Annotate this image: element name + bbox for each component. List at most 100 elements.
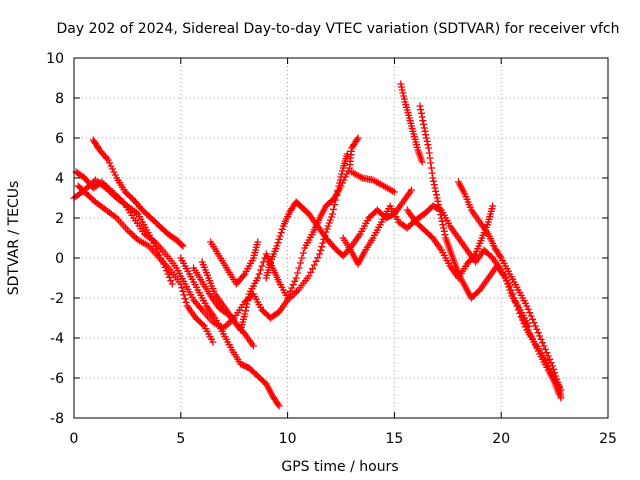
data-point-marker	[242, 303, 250, 311]
data-point-marker	[424, 141, 432, 149]
data-point-marker	[419, 117, 427, 125]
data-point-marker	[309, 265, 317, 273]
data-point-marker	[178, 284, 186, 292]
data-point-marker	[307, 268, 315, 276]
data-point-marker	[239, 272, 247, 280]
series-track-8	[207, 238, 262, 288]
data-point-marker	[555, 390, 563, 398]
data-point-marker	[254, 238, 262, 246]
data-point-marker	[291, 277, 299, 285]
data-point-marker	[540, 342, 548, 350]
data-point-marker	[435, 204, 443, 212]
data-point-marker	[325, 219, 333, 227]
data-point-marker	[298, 254, 306, 262]
data-point-marker	[179, 287, 187, 295]
data-point-marker	[288, 284, 296, 292]
chart-title: Day 202 of 2024, Sidereal Day-to-day VTE…	[56, 21, 619, 37]
data-point-marker	[284, 294, 292, 302]
data-point-marker	[292, 274, 300, 282]
data-point-marker	[258, 262, 266, 270]
data-point-marker	[430, 177, 438, 185]
data-point-marker	[278, 225, 286, 233]
series-track-4	[74, 182, 217, 346]
data-point-marker	[435, 201, 443, 209]
data-point-marker	[353, 136, 361, 144]
data-point-marker	[506, 286, 514, 294]
data-point-marker	[275, 235, 283, 243]
data-point-marker	[180, 291, 188, 299]
data-point-marker	[354, 134, 362, 142]
data-point-marker	[209, 338, 217, 346]
series-track-12	[397, 80, 426, 166]
data-point-marker	[397, 80, 405, 88]
series-track-16	[519, 314, 563, 398]
data-point-marker	[274, 400, 282, 408]
data-point-marker	[533, 325, 541, 333]
data-point-marker	[390, 188, 398, 196]
data-point-marker	[420, 120, 428, 128]
data-point-marker	[407, 186, 415, 194]
data-point-marker	[420, 124, 428, 132]
data-point-marker	[327, 213, 335, 221]
data-point-marker	[531, 341, 539, 349]
y-tick-label: 6	[55, 131, 64, 147]
data-point-marker	[276, 232, 284, 240]
data-point-marker	[167, 277, 175, 285]
data-point-marker	[557, 394, 565, 402]
data-point-marker	[299, 249, 307, 257]
data-point-marker	[432, 191, 440, 199]
data-point-marker	[343, 150, 351, 158]
data-point-marker	[168, 280, 176, 288]
data-point-marker	[330, 205, 338, 213]
data-point-marker	[242, 307, 250, 315]
data-point-marker	[527, 332, 535, 340]
data-point-marker	[422, 131, 430, 139]
data-point-marker	[129, 231, 137, 239]
data-point-marker	[318, 243, 326, 251]
data-point-marker	[546, 355, 554, 363]
data-point-marker	[536, 332, 544, 340]
data-point-marker	[523, 323, 531, 331]
series-track-13	[416, 102, 533, 330]
data-point-marker	[436, 207, 444, 215]
data-point-marker	[341, 173, 349, 181]
data-point-marker	[533, 344, 541, 352]
data-point-marker	[199, 321, 207, 329]
data-point-marker	[398, 86, 406, 94]
data-point-marker	[293, 288, 300, 296]
data-point-marker	[96, 179, 104, 187]
data-point-marker	[275, 402, 283, 410]
data-point-marker	[441, 231, 449, 239]
data-point-marker	[249, 342, 257, 350]
data-point-marker	[257, 266, 265, 274]
data-point-marker	[527, 312, 535, 320]
data-point-marker	[547, 359, 555, 367]
data-point-marker	[431, 184, 439, 192]
data-point-marker	[179, 242, 187, 250]
data-point-marker	[439, 221, 447, 229]
y-tick-label: 2	[55, 211, 64, 227]
data-point-marker	[548, 362, 556, 370]
series-track-2	[72, 150, 351, 332]
data-point-marker	[524, 326, 532, 334]
data-point-marker	[323, 225, 331, 233]
data-point-marker	[526, 329, 534, 337]
data-point-marker	[437, 214, 445, 222]
data-point-marker	[496, 252, 504, 260]
data-point-marker	[294, 269, 302, 277]
data-point-marker	[428, 169, 436, 177]
x-tick-label: 5	[176, 431, 185, 447]
x-tick-label: 15	[385, 431, 403, 447]
data-point-marker	[531, 322, 539, 330]
data-point-marker	[470, 252, 478, 260]
data-point-marker	[314, 254, 322, 262]
data-point-marker	[421, 127, 429, 135]
data-point-marker	[164, 270, 172, 278]
x-axis-label: GPS time / hours	[281, 459, 398, 475]
data-point-marker	[312, 257, 320, 265]
data-point-marker	[425, 144, 433, 152]
data-point-marker	[530, 319, 538, 327]
data-point-marker	[274, 239, 282, 247]
x-tick-label: 10	[279, 431, 297, 447]
data-point-marker	[296, 259, 304, 267]
